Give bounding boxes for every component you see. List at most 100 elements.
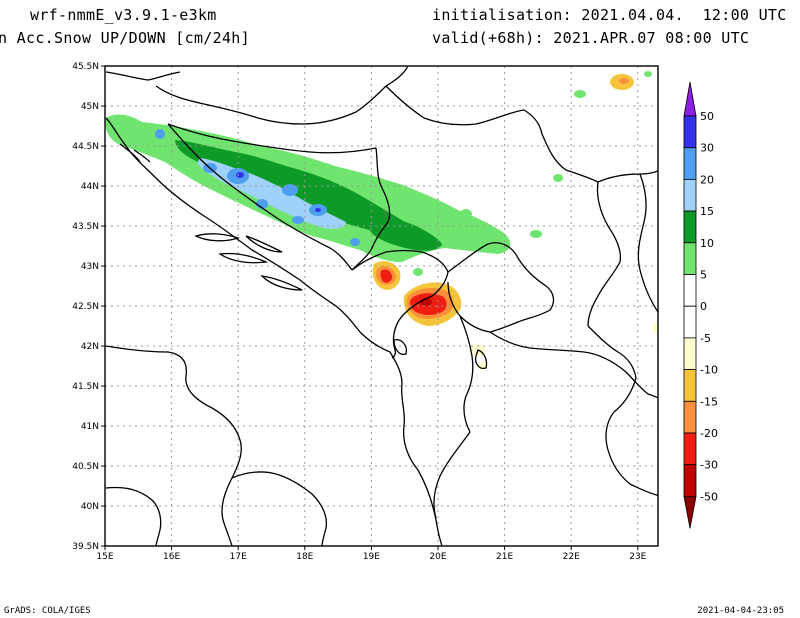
lat-tick-label: 41.5N [72, 382, 99, 392]
map-lines [105, 66, 658, 546]
lon-tick-label: 23E [629, 552, 646, 562]
init-time: initialisation: 2021.04.04. 12:00 UTC [432, 6, 787, 24]
colorbar-swatch [683, 242, 697, 275]
colorbar-label: 15 [700, 205, 714, 218]
lat-tick-label: 40.5N [72, 462, 99, 472]
border-serbia-bulgaria [587, 181, 622, 327]
colorbar-swatch [683, 147, 697, 180]
border-bulgaria-east [637, 173, 658, 313]
border-serbia-romania [385, 85, 599, 183]
colorbar-label: 0 [700, 300, 707, 313]
colorbar-swatch [683, 464, 697, 497]
colorbar-swatch [683, 369, 697, 402]
lon-tick-label: 19E [363, 552, 380, 562]
colorbar-label: 10 [700, 237, 714, 250]
lat-tick-label: 41N [81, 422, 99, 432]
border-albania-macedonia [459, 315, 474, 433]
island-4 [245, 235, 283, 253]
colorbar-label: -15 [700, 395, 718, 408]
border-bosnia-serbia [351, 147, 391, 271]
grid-lines [105, 66, 658, 546]
melt-zone-30 [380, 269, 392, 283]
model-title: wrf-nmmE_v3.9.1-e3km [30, 6, 217, 24]
colorbar-label: 20 [700, 173, 714, 186]
italy-boot-heel [231, 471, 328, 546]
snow-cell-20 [350, 238, 360, 246]
grads-credit: GrADS: COLA/IGES [4, 606, 91, 616]
latitude-labels: 45.5N 45N 44.5N 44N 43.5N 43N 42.5N 42N 41.5N 41N… [72, 62, 105, 552]
lat-tick-label: 45.5N [72, 62, 99, 72]
colorbar-label: -30 [700, 459, 718, 472]
lon-tick-label: 15E [96, 552, 113, 562]
snow-cell-20 [282, 184, 298, 196]
colorbar-swatch [683, 210, 697, 244]
colorbar-label: 5 [700, 269, 707, 282]
island-3 [260, 275, 303, 291]
colorbar-swatch [683, 115, 697, 149]
border-kosovo [447, 242, 555, 333]
snow-patch [553, 174, 563, 182]
field-title: n Acc.Snow UP/DOWN [cm/24h] [0, 29, 250, 47]
lon-tick-label: 21E [496, 552, 513, 562]
island-6 [133, 149, 151, 163]
border-macedonia-greece [489, 331, 658, 399]
lat-tick-label: 44N [81, 182, 99, 192]
lon-tick-label: 17E [230, 552, 247, 562]
colorbar-swatch [683, 305, 697, 339]
lat-tick-label: 43.5N [72, 222, 99, 232]
colorbar-swatch [683, 337, 697, 370]
snow-patch [530, 230, 542, 238]
lat-tick-label: 44.5N [72, 142, 99, 152]
lon-tick-label: 20E [429, 552, 446, 562]
colorbar-swatch [683, 178, 697, 212]
colorbar-swatch [683, 432, 697, 466]
island-1 [194, 233, 241, 242]
border-romania-bulgaria [597, 170, 658, 183]
lake-scutari [393, 339, 408, 356]
lat-tick-label: 39.5N [72, 542, 99, 552]
lon-tick-label: 16E [163, 552, 180, 562]
border-bosnia-north [167, 123, 377, 154]
snow-cell-30 [315, 208, 321, 212]
snow-cell-20 [155, 129, 165, 139]
colorbar-label: -10 [700, 364, 718, 377]
snow-patch [460, 209, 472, 219]
colorbar-bottom-arrow [683, 495, 697, 529]
lat-tick-label: 43N [81, 262, 99, 272]
colorbar-label: -50 [700, 490, 718, 503]
island-2 [218, 252, 269, 264]
lat-tick-label: 42N [81, 342, 99, 352]
melt-zone-5 [652, 322, 658, 334]
lon-tick-label: 22E [563, 552, 580, 562]
snow-patch [644, 71, 652, 77]
colorbar-swatch [683, 274, 697, 307]
colorbar-top-arrow [683, 81, 697, 117]
valid-time: valid(+68h): 2021.APR.07 08:00 UTC [432, 29, 750, 47]
lat-tick-label: 40N [81, 502, 99, 512]
colorbar-label: -5 [700, 332, 711, 345]
snow-cell-20 [256, 199, 268, 209]
lat-tick-label: 45N [81, 102, 99, 112]
longitude-labels: 15E 16E 17E 18E 19E 20E 21E 22E 23E [96, 546, 647, 562]
colorbar-label: 50 [700, 110, 714, 123]
italy-coast [105, 345, 242, 546]
lat-tick-label: 42.5N [72, 302, 99, 312]
snow-patch [413, 268, 423, 276]
colorbar-swatch [683, 400, 697, 434]
border-croatia-hungary [155, 85, 387, 125]
snow-patch [574, 90, 586, 98]
melt-zone-20 [619, 78, 629, 84]
snow-cell-20 [292, 216, 304, 224]
lon-tick-label: 18E [296, 552, 313, 562]
snow-field [105, 71, 658, 370]
render-timestamp: 2021-04-04-23:05 [697, 606, 784, 616]
border-bosnia-south [167, 123, 353, 271]
lake-ohrid [474, 349, 488, 370]
border-macedonia-bulgaria [587, 325, 637, 379]
border-serbia-hungary [385, 66, 409, 87]
colorbar-label: -20 [700, 427, 718, 440]
border-slovenia-croatia [105, 71, 181, 81]
adriatic-coast-east [105, 117, 443, 546]
